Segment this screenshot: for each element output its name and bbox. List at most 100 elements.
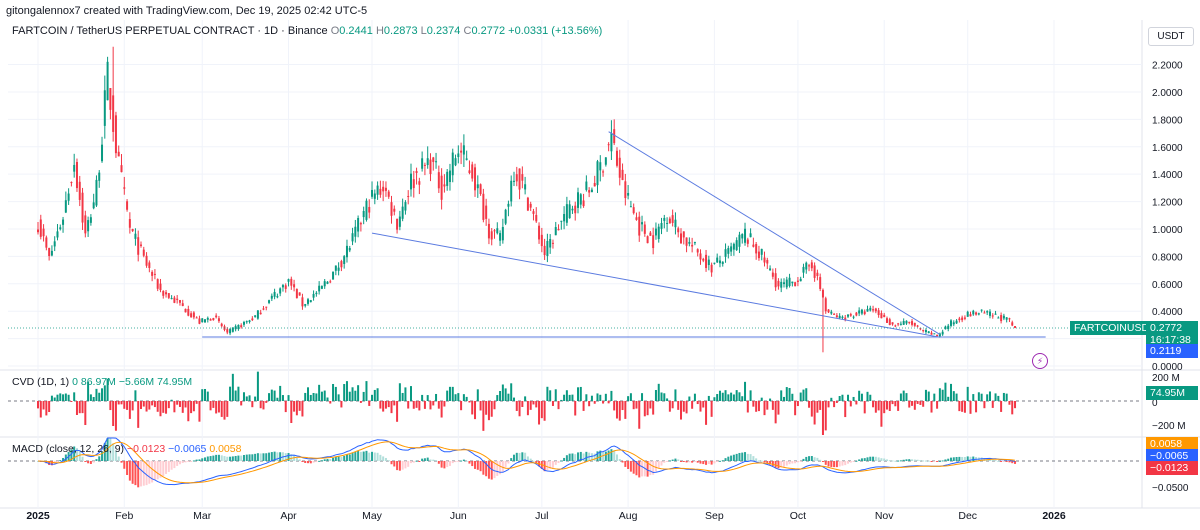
time-tick-label: Oct [790,510,806,522]
candle-body [373,193,376,199]
cvd-bar [62,394,65,401]
macd-hist-bar [1008,461,1011,463]
cvd-bar [688,396,691,401]
macd-hist-bar [304,461,307,463]
cvd-bar [780,390,783,401]
cvd-bar [852,396,855,401]
macd-hist-bar [287,453,290,461]
macd-hist-bar [557,461,560,464]
cvd-bar [618,401,621,421]
cvd-bar [242,392,245,401]
cvd-bar [641,393,644,401]
cvd-bar [332,383,335,401]
cvd-bar [265,401,268,403]
macd-hist-bar [649,461,652,476]
cvd-bar [657,383,660,401]
cvd-bar [507,393,510,401]
macd-hist-bar [70,449,73,461]
macd-hist-bar [251,454,254,461]
cvd-bar [869,394,872,401]
macd-hist-bar [602,451,605,461]
candle-body [563,213,566,222]
cvd-bar [212,401,215,408]
candle-body [368,206,371,213]
macd-hist-bar [48,461,51,466]
cvd-bar [696,401,699,405]
macd-hist-bar [279,452,282,461]
candle-body [201,318,204,323]
candle-body [885,318,888,323]
last-price-tag: 0.2772 [1146,321,1198,335]
cvd-bar [521,401,524,407]
cvd-bar [738,392,741,401]
macd-hist-tag: 0.0058 [1146,437,1198,451]
macd-hist-bar [73,446,76,461]
low-value: 0.2374 [426,25,461,37]
candle-body [760,248,763,255]
candle-body [379,188,382,195]
candle-body [134,233,137,239]
candle-body [429,159,432,175]
cvd-bar [944,382,947,401]
candle-body [877,310,880,316]
candle-body [262,308,265,310]
cvd-bar [788,387,791,401]
cvd-bar [582,401,585,411]
macd-hist-bar [226,456,229,461]
macd-hist-bar [142,461,145,486]
macd-hist-bar [777,461,780,469]
macd-hist-bar [732,454,735,461]
cvd-bar [304,392,307,401]
macd-hist-bar [106,438,109,461]
cvd-bar [524,396,527,401]
macd-hist-bar [641,461,644,477]
cvd-bar [137,401,140,428]
candle-body [371,189,374,197]
candle-body [345,245,348,258]
cvd-bar [75,401,78,415]
candle-body [721,261,724,265]
candle-body [713,262,716,264]
cvd-bar [613,401,616,411]
cvd-bar [318,384,321,401]
macd-hist-bar [524,452,527,461]
candle-body [70,182,73,184]
currency-unit-label[interactable]: USDT [1148,27,1194,46]
candle-body [880,313,883,319]
cvd-bar [941,389,944,401]
cvd-bar [796,401,799,407]
cvd-bar [89,394,92,401]
macd-hist-bar [265,453,268,461]
cvd-bar [590,395,593,401]
macd-hist-bar [170,461,173,470]
cvd-bar [866,391,869,401]
macd-hist-bar [919,460,922,462]
cvd-bar [379,401,382,409]
candle-body [546,240,549,256]
cvd-bar [938,388,941,401]
candle-body [860,309,863,314]
cvd-bar [543,401,546,421]
cvd-bar [894,401,897,407]
candle-body [693,242,696,244]
candle-body [724,249,727,257]
macd-hist-bar [869,456,872,461]
cvd-bar [955,393,958,401]
candle-body [485,205,488,219]
macd-hist-bar [128,461,131,481]
lightning-icon[interactable]: ⚡ [1032,353,1048,369]
macd-hist-bar [448,461,451,466]
close-label: C [463,25,472,37]
cvd-bar [231,373,234,401]
cvd-bar [663,393,666,401]
macd-hist-bar [315,461,318,463]
candle-body [396,218,399,230]
candle-body [677,228,680,233]
macd-hist-bar [268,452,271,461]
macd-hist-bar [604,451,607,461]
open-label: O [330,25,340,37]
macd-hist-bar [546,461,549,471]
candle-body [270,295,273,299]
cvd-bar [512,397,515,401]
cvd-bar [760,397,763,401]
